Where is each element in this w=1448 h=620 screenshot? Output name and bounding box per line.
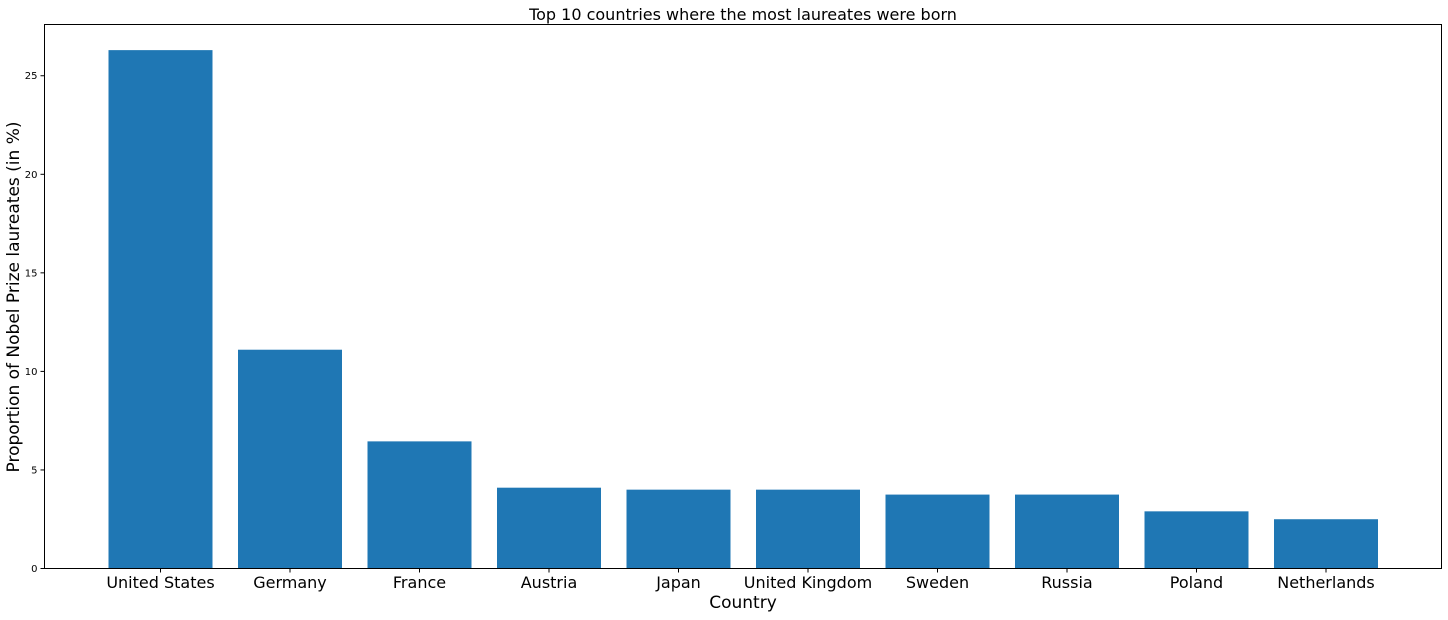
y-tick-label: 0 [31, 564, 37, 575]
bar-united-states [108, 50, 213, 569]
bar-poland [1144, 511, 1249, 569]
y-tick-label: 15 [25, 268, 38, 279]
y-tick-label: 10 [25, 367, 38, 378]
x-tick-label: Germany [253, 573, 327, 592]
x-tick-label: Netherlands [1277, 573, 1375, 592]
y-axis-ticks: 0 5 10 15 20 25 [25, 71, 45, 575]
x-tick-label: Austria [521, 573, 578, 592]
x-axis-label: Country [709, 593, 777, 613]
bar-austria [497, 487, 601, 569]
chart-title: Top 10 countries where the most laureate… [528, 5, 957, 24]
bar-germany [238, 349, 342, 569]
x-tick-label: Russia [1041, 573, 1092, 592]
x-tick-label: Japan [655, 573, 701, 592]
x-axis-ticks: United States Germany France Austria Japan Un… [106, 568, 1375, 592]
bar-united-kingdom [756, 489, 860, 569]
y-axis-label: Proportion of Nobel Prize laureates (in … [4, 122, 24, 473]
x-tick-label: United Kingdom [744, 573, 872, 592]
x-tick-label: United States [106, 573, 214, 592]
bars-group [108, 50, 1378, 569]
x-tick-label: Sweden [906, 573, 969, 592]
bar-japan [626, 489, 731, 569]
bar-russia [1015, 494, 1119, 569]
y-tick-label: 5 [31, 465, 37, 476]
bar-sweden [885, 494, 990, 569]
plot-area-frame [44, 24, 1442, 569]
bar-france [367, 441, 472, 569]
x-tick-label: Poland [1170, 573, 1223, 592]
y-tick-label: 25 [25, 71, 38, 82]
bar-netherlands [1274, 519, 1378, 569]
x-tick-label: France [393, 573, 446, 592]
y-tick-label: 20 [25, 170, 38, 181]
